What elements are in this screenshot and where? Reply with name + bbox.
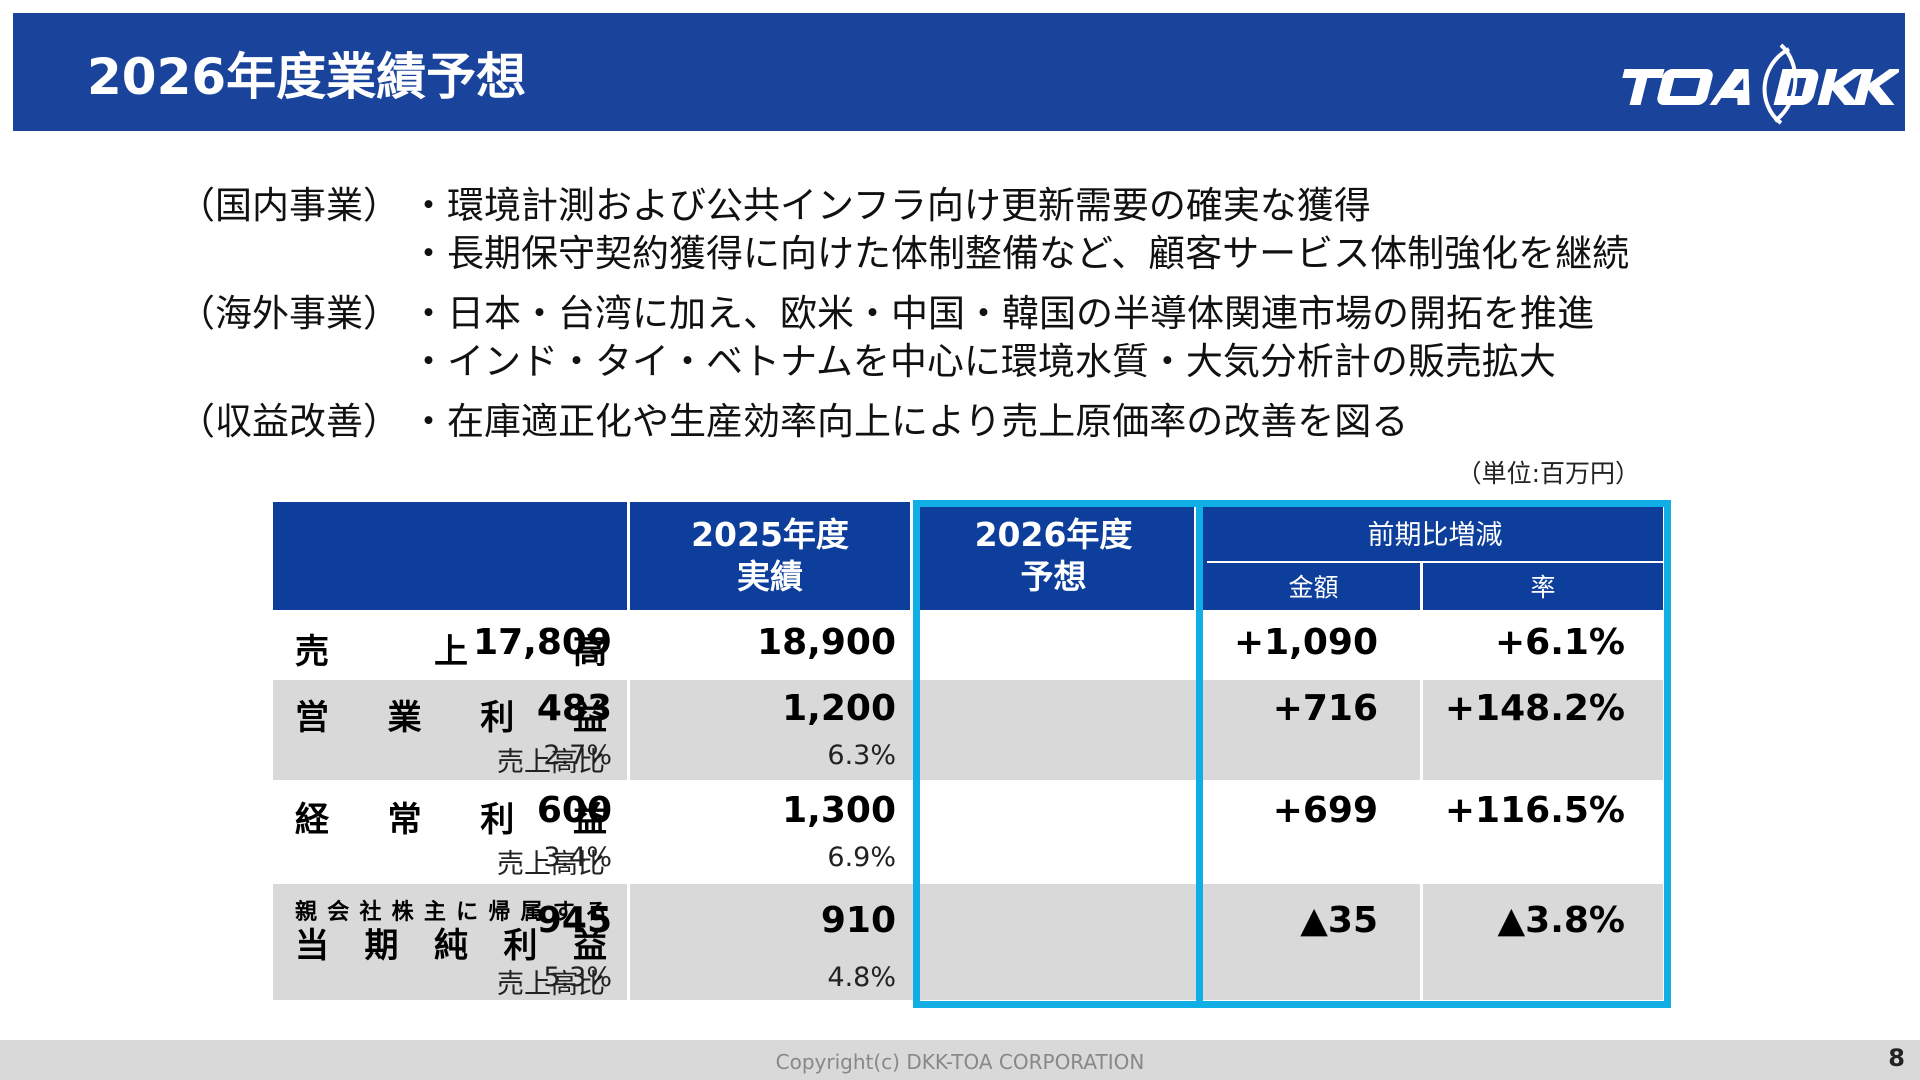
table-row: 親 会 社 株 主 に 帰 属 す る 当 期 純 利 益 売上高比 945 5… bbox=[273, 884, 1663, 1000]
value-diff-amount: +1,090 bbox=[1233, 622, 1378, 663]
table-header: 2025年度 実績 2026年度 予想 前期比増減 金額 率 bbox=[273, 502, 1663, 610]
policy-bullets: （国内事業） ・環境計測および公共インフラ向け更新需要の確実な獲得 ・長期保守契… bbox=[178, 178, 1738, 454]
header-fy2026: 2026年度 予想 bbox=[974, 515, 1133, 596]
bullet-item: ・在庫適正化や生産効率向上により売上原価率の改善を図る bbox=[410, 400, 1409, 443]
value-diff-rate: +116.5% bbox=[1444, 790, 1625, 831]
value-diff-rate: ▲3.8% bbox=[1497, 900, 1625, 941]
header-diff-amount: 金額 bbox=[1288, 573, 1339, 602]
copyright: Copyright(c) DKK-TOA CORPORATION bbox=[775, 1050, 1145, 1074]
row-label: 経 常 利 益 bbox=[295, 800, 607, 840]
page-title: 2026年度業績予想 bbox=[87, 48, 527, 106]
value-fy2026: 910 bbox=[820, 900, 896, 941]
value-diff-amount: +716 bbox=[1272, 688, 1378, 729]
ratio-fy2025: 2.7% bbox=[543, 740, 612, 771]
value-fy2025: 945 bbox=[536, 900, 612, 941]
value-fy2026: 1,300 bbox=[782, 790, 896, 831]
bullet-group-domestic: （国内事業） ・環境計測および公共インフラ向け更新需要の確実な獲得 ・長期保守契… bbox=[178, 178, 1738, 275]
row-label: 営 業 利 益 bbox=[295, 698, 607, 738]
table-row: 経 常 利 益 売上高比 600 3.4% 1,300 6.9% +699 +1… bbox=[273, 780, 1663, 884]
ratio-fy2026: 6.3% bbox=[827, 740, 896, 771]
company-logo bbox=[1622, 43, 1899, 125]
bullet-item: ・日本・台湾に加え、欧米・中国・韓国の半導体関連市場の開拓を推進 bbox=[410, 292, 1594, 335]
footer: Copyright(c) DKK-TOA CORPORATION 8 bbox=[0, 1040, 1920, 1080]
table-row: 営 業 利 益 売上高比 483 2.7% 1,200 6.3% +716 +1… bbox=[273, 680, 1663, 780]
ratio-label: 売上高比 bbox=[497, 969, 605, 1000]
ratio-fy2026: 6.9% bbox=[827, 842, 896, 873]
ratio-fy2026: 4.8% bbox=[827, 962, 896, 993]
table-row: 売 上 高 17,809 18,900 +1,090 +6.1% bbox=[273, 610, 1663, 680]
bullet-item: ・環境計測および公共インフラ向け更新需要の確実な獲得 bbox=[410, 184, 1371, 227]
value-fy2025: 17,809 bbox=[473, 622, 612, 663]
row-label-prefix: 親 会 社 株 主 に 帰 属 す る bbox=[295, 900, 607, 925]
value-fy2026: 18,900 bbox=[757, 622, 896, 663]
value-fy2025: 483 bbox=[536, 688, 612, 729]
bullet-group-overseas: （海外事業） ・日本・台湾に加え、欧米・中国・韓国の半導体関連市場の開拓を推進 … bbox=[178, 286, 1738, 383]
bullet-item: ・インド・タイ・ベトナムを中心に環境水質・大気分析計の販売拡大 bbox=[410, 340, 1556, 383]
unit-note: （単位:百万円） bbox=[1456, 459, 1640, 488]
value-diff-rate: +6.1% bbox=[1494, 622, 1625, 663]
highlight-diff-columns bbox=[1196, 500, 1671, 1008]
row-label: 当 期 純 利 益 bbox=[295, 926, 607, 966]
value-diff-amount: +699 bbox=[1272, 790, 1378, 831]
ratio-label: 売上高比 bbox=[497, 849, 605, 880]
bullet-group-profit: （収益改善） ・在庫適正化や生産効率向上により売上原価率の改善を図る bbox=[178, 394, 1738, 443]
title-bar: 2026年度業績予想 bbox=[13, 13, 1905, 131]
header-fy2025: 2025年度 実績 bbox=[691, 515, 849, 596]
highlight-forecast-column bbox=[913, 500, 1203, 1008]
value-fy2025: 600 bbox=[536, 790, 612, 831]
header-diff-group: 前期比増減 bbox=[1367, 519, 1503, 551]
ratio-label: 売上高比 bbox=[497, 747, 605, 778]
value-fy2026: 1,200 bbox=[782, 688, 896, 729]
value-diff-amount: ▲35 bbox=[1300, 900, 1378, 941]
category-label: （海外事業） bbox=[178, 292, 400, 335]
bullet-item: ・長期保守契約獲得に向けた体制整備など、顧客サービス体制強化を継続 bbox=[410, 232, 1630, 275]
ratio-fy2025: 3.4% bbox=[543, 842, 612, 873]
ratio-fy2025: 5.3% bbox=[543, 962, 612, 993]
page-number: 8 bbox=[1888, 1044, 1905, 1072]
row-label: 売 上 高 bbox=[295, 632, 607, 672]
value-diff-rate: +148.2% bbox=[1444, 688, 1625, 729]
header-diff-rate: 率 bbox=[1530, 573, 1556, 602]
category-label: （国内事業） bbox=[178, 184, 400, 227]
category-label: （収益改善） bbox=[178, 400, 400, 443]
